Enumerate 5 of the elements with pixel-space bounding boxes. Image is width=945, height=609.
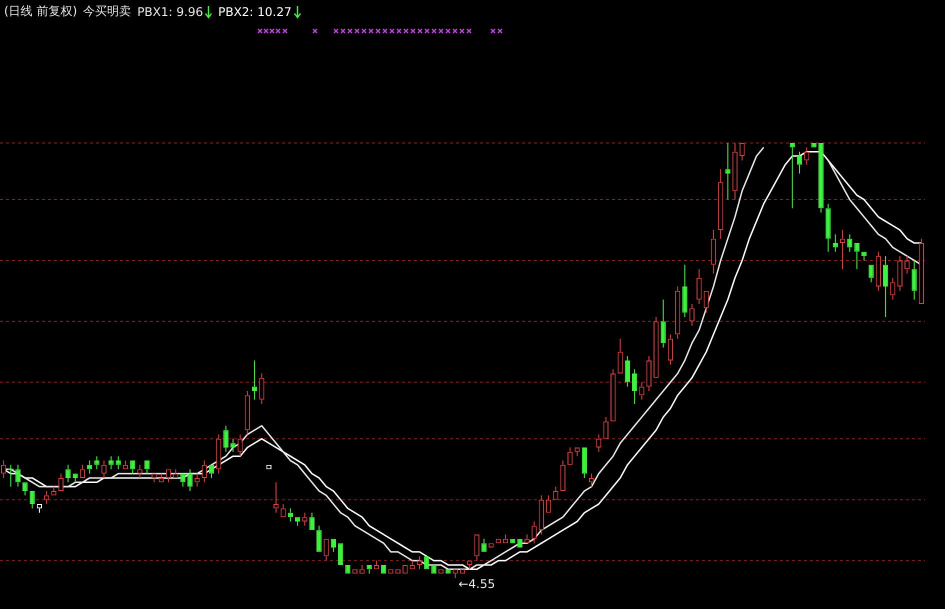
text: PBX2: 10.27 [218,4,292,18]
chart-title: (日线 前复权) [4,3,78,20]
text: PBX1: 9.96 [137,4,204,18]
annotation: ←4.55 [458,577,496,592]
chart-subtitle: 今买明卖 [83,3,132,20]
